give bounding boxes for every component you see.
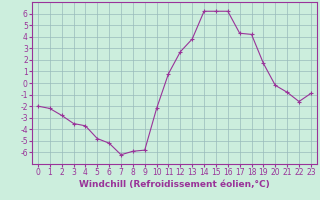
X-axis label: Windchill (Refroidissement éolien,°C): Windchill (Refroidissement éolien,°C) [79, 180, 270, 189]
